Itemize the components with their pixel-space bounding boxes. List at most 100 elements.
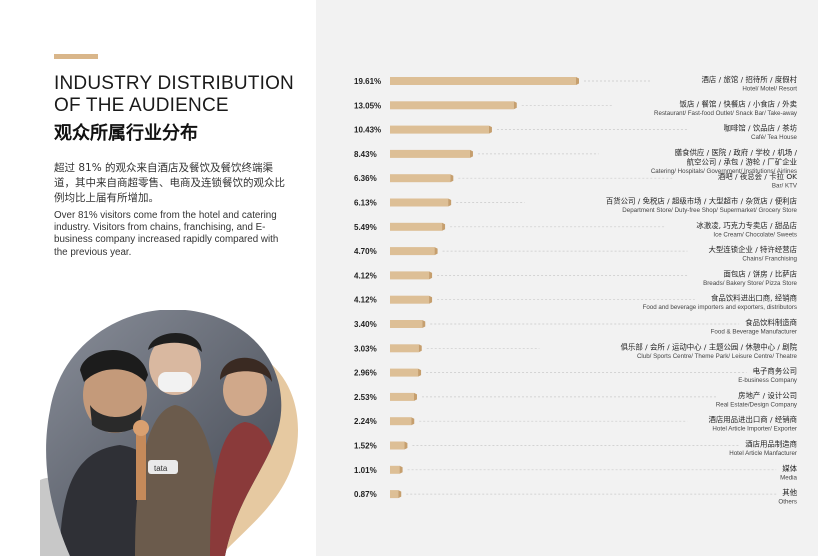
bar-end-13 <box>413 392 417 401</box>
audience-photo: tata <box>40 310 302 556</box>
category-label-en-15: Hotel Article Manfacturer <box>729 450 797 457</box>
category-label-zh-3: 膳食供应 / 医院 / 政府 / 学校 / 机场 / <box>675 148 798 157</box>
bar-value-label-13: 2.53% <box>354 393 377 402</box>
bar-value-label-9: 4.12% <box>354 296 377 305</box>
category-label-en-10: Food & Beverage Manufacturer <box>711 329 797 336</box>
title-english-line1: INDUSTRY DISTRIBUTION <box>54 73 294 94</box>
bar-8 <box>390 271 430 280</box>
photo-sign-text: tata <box>154 464 168 473</box>
left-panel: INDUSTRY DISTRIBUTION OF THE AUDIENCE 观众… <box>0 0 316 556</box>
bar-value-label-6: 5.49% <box>354 223 377 232</box>
bar-end-11 <box>418 344 422 353</box>
bar-4 <box>390 174 451 183</box>
category-label-en-16: Media <box>780 474 797 481</box>
category-label-en-5: Department Store/ Duty-free Shop/ Superm… <box>622 207 797 214</box>
category-label-zh-7: 大型连锁企业 / 特许经营店 <box>709 245 798 254</box>
bar-16 <box>390 465 400 474</box>
bar-end-12 <box>418 368 422 377</box>
category-label-zh-17: 其他 <box>782 488 797 497</box>
bar-end-17 <box>398 490 402 499</box>
bar-end-10 <box>422 320 426 328</box>
description-english: Over 81% visitors come from the hotel an… <box>54 210 279 258</box>
category-label-zh-4: 酒吧 / 夜总会 / 卡拉 OK <box>718 172 797 181</box>
category-label-en-4: Bar/ KTV <box>772 183 798 190</box>
bar-14 <box>390 417 412 426</box>
category-label-en-12: E-business Company <box>738 377 798 384</box>
accent-line <box>54 54 98 59</box>
bar-7 <box>390 247 435 256</box>
category-label-zh2-3: 航空公司 / 承包 / 游轮 / 厂矿企业 <box>687 157 797 166</box>
category-label-zh-2: 咖啡馆 / 饮品店 / 茶坊 <box>723 124 797 133</box>
category-label-en-13: Real Estate/Design Company <box>716 401 798 408</box>
bar-6 <box>390 222 443 231</box>
category-label-en-17: Others <box>778 499 797 506</box>
bar-value-label-12: 2.96% <box>354 369 377 378</box>
category-label-en-0: Hotel/ Motel/ Resort <box>742 86 797 93</box>
category-label-zh-14: 酒店用品进出口商 / 经销商 <box>709 415 798 424</box>
category-label-en-3: Catering/ Hospitals/ Government/ Institu… <box>651 168 797 175</box>
bar-end-0 <box>576 77 579 85</box>
bar-end-15 <box>404 441 408 450</box>
bar-end-3 <box>469 149 473 158</box>
category-label-zh-16: 媒体 <box>782 464 797 473</box>
category-label-en-6: Ice Cream/ Chocolate/ Sweets <box>713 231 797 238</box>
title-chinese: 观众所属行业分布 <box>54 123 198 144</box>
category-label-zh-8: 面包店 / 饼房 / 比萨店 <box>723 269 797 278</box>
bar-value-label-7: 4.70% <box>354 247 377 256</box>
bar-end-2 <box>488 125 492 134</box>
bar-end-14 <box>411 417 415 426</box>
bar-value-label-2: 10.43% <box>354 126 381 135</box>
bar-end-1 <box>513 101 517 110</box>
category-label-zh-9: 食品饮料进出口商, 经销商 <box>711 294 797 303</box>
bar-2 <box>390 125 489 134</box>
category-label-zh-11: 俱乐部 / 会所 / 运动中心 / 主题公园 / 休憩中心 / 剧院 <box>621 342 798 351</box>
category-label-en-1: Restaurant/ Fast-food Outlet/ Snack Bar/… <box>654 110 798 117</box>
title-english-line2: OF THE AUDIENCE <box>54 95 229 116</box>
category-label-en-9: Food and beverage importers and exporter… <box>643 304 797 311</box>
bar-end-7 <box>434 247 438 256</box>
category-label-en-7: Chains/ Franchising <box>742 256 797 263</box>
category-label-zh-15: 酒店用品制造商 <box>745 440 797 449</box>
bar-value-label-16: 1.01% <box>354 466 377 475</box>
bar-value-label-17: 0.87% <box>354 490 377 499</box>
bar-15 <box>390 441 405 450</box>
bar-end-9 <box>429 295 433 304</box>
description-chinese: 超过 81% 的观众来自酒店及餐饮及餐饮终端渠道，其中来自商超零售、电商及连锁餐… <box>54 162 285 204</box>
bar-end-8 <box>429 271 433 280</box>
bar-5 <box>390 198 449 207</box>
photo-illustration: tata <box>40 310 298 556</box>
bar-0 <box>390 77 576 85</box>
bar-value-label-3: 8.43% <box>354 150 377 159</box>
bar-value-label-5: 6.13% <box>354 199 377 208</box>
category-label-zh-13: 房地产 / 设计公司 <box>738 391 797 400</box>
bar-9 <box>390 295 430 304</box>
bar-value-label-0: 19.61% <box>354 77 381 86</box>
industry-bar-chart: 19.61% 酒店 / 旅馆 / 招待所 / 度假村 Hotel/ Motel/ R… <box>354 75 798 506</box>
category-label-en-2: Café/ Tea House <box>751 134 798 141</box>
bar-11 <box>390 344 419 353</box>
bar-10 <box>390 320 423 328</box>
bar-value-label-4: 6.36% <box>354 174 377 183</box>
category-label-en-11: Club/ Sports Centre/ Theme Park/ Leisure… <box>637 353 798 360</box>
category-label-zh-0: 酒店 / 旅馆 / 招待所 / 度假村 <box>702 75 798 84</box>
bar-end-6 <box>442 222 446 231</box>
category-label-zh-10: 食品饮料制造商 <box>745 318 797 327</box>
bar-end-4 <box>450 174 454 183</box>
bar-12 <box>390 368 419 377</box>
bar-1 <box>390 101 514 110</box>
category-label-zh-12: 电子商务公司 <box>753 367 797 376</box>
title-english: INDUSTRY DISTRIBUTION OF THE AUDIENCE <box>54 73 294 117</box>
bar-value-label-1: 13.05% <box>354 101 381 110</box>
bar-17 <box>390 490 399 499</box>
category-label-en-8: Breads/ Bakery Store/ Pizza Store <box>703 280 797 287</box>
bar-3 <box>390 149 470 158</box>
chart-panel: 19.61% 酒店 / 旅馆 / 招待所 / 度假村 Hotel/ Motel/ R… <box>316 0 818 556</box>
bar-value-label-15: 1.52% <box>354 442 377 451</box>
bar-value-label-8: 4.12% <box>354 271 377 280</box>
bar-value-label-11: 3.03% <box>354 344 377 353</box>
bar-end-5 <box>448 198 452 207</box>
category-label-zh-6: 冰激凌, 巧克力专卖店 / 甜品店 <box>696 221 797 230</box>
bar-end-16 <box>399 465 403 474</box>
bar-value-label-14: 2.24% <box>354 417 377 426</box>
bar-value-label-10: 3.40% <box>354 320 377 329</box>
